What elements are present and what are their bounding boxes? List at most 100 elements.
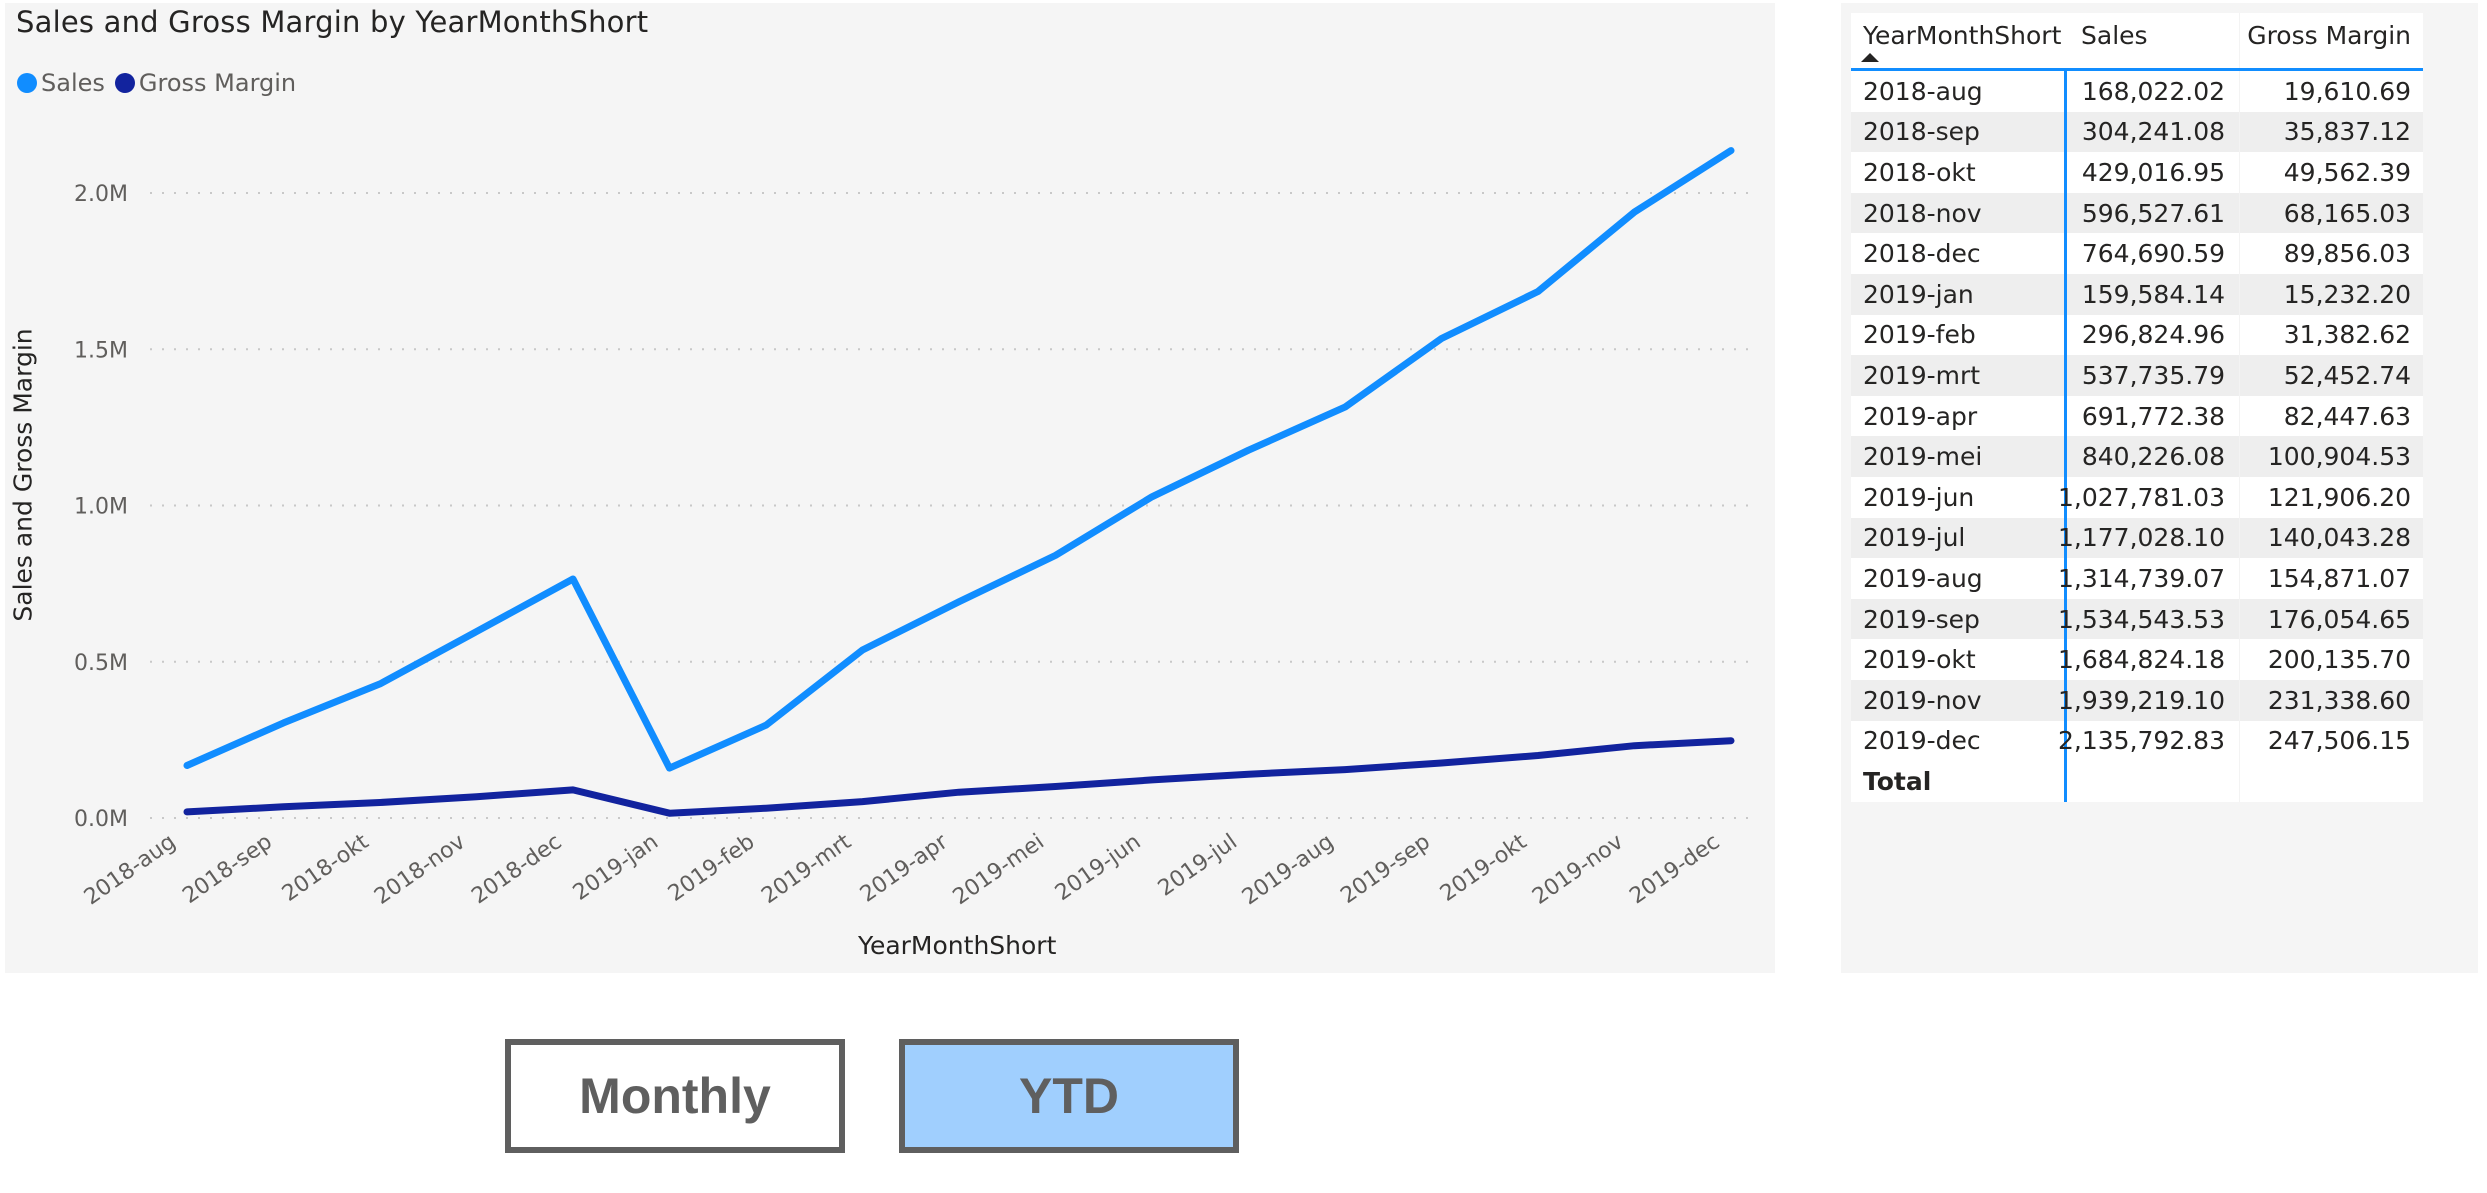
cell-yearmonthshort: 2019-dec	[1851, 720, 2067, 762]
x-tick-label: 2019-apr	[856, 829, 953, 908]
y-tick-label: 0.5M	[74, 651, 128, 676]
total-label: Total	[1851, 761, 2067, 802]
series-line-sales[interactable]	[183, 147, 1735, 772]
y-tick-label: 1.5M	[74, 338, 128, 363]
cell-yearmonthshort: 2019-jan	[1851, 273, 2067, 315]
cell-sales: 304,241.08	[2067, 111, 2240, 153]
cell-gross-margin: 176,054.65	[2267, 604, 2411, 634]
table-row[interactable]: 2018-okt 429,016.95 49,562.39	[1851, 152, 2423, 193]
cell-gross-margin: 231,338.60	[2267, 685, 2411, 715]
x-tick-label: 2018-sep	[178, 829, 277, 908]
table-row[interactable]: 2019-nov 1,939,219.10 231,338.60	[1851, 679, 2423, 721]
cell-sales: 168,022.02	[2067, 71, 2240, 112]
monthly-button[interactable]: Monthly	[505, 1039, 845, 1153]
cell-yearmonthshort: 2018-sep	[1851, 111, 2067, 153]
table-visual: YearMonthShort Sales Gross Margin 2018-a…	[1841, 3, 2478, 973]
x-tick-label: 2019-okt	[1436, 829, 1532, 907]
cell-yearmonthshort: 2019-jul	[1851, 517, 2067, 559]
x-tick-label: 2018-okt	[278, 829, 374, 907]
cell-yearmonthshort: 2019-feb	[1851, 314, 2067, 356]
cell-yearmonthshort: 2019-mei	[1851, 436, 2067, 477]
cell-gross-margin: 89,856.03	[2283, 239, 2411, 269]
cell-gross-margin: 100,904.53	[2267, 442, 2411, 472]
cell-gross-margin: 121,906.20	[2267, 482, 2411, 512]
table-row[interactable]: 2019-jul 1,177,028.10 140,043.28	[1851, 517, 2423, 559]
x-tick-label: 2018-nov	[370, 829, 470, 909]
cell-sales: 691,772.38	[2067, 395, 2240, 437]
cell-gross-margin: 31,382.62	[2283, 320, 2411, 350]
legend-item-gross-margin[interactable]: Gross Margin	[114, 69, 297, 97]
table-row[interactable]: 2019-dec 2,135,792.83 247,506.15	[1851, 720, 2423, 762]
series-line-gross-margin[interactable]	[183, 737, 1735, 817]
y-tick-label: 0.0M	[74, 807, 128, 832]
cell-sales: 596,527.61	[2067, 192, 2240, 234]
cell-gross-margin: 68,165.03	[2283, 198, 2411, 228]
cell-gross-margin: 19,610.69	[2283, 76, 2411, 106]
y-tick-label: 1.0M	[74, 495, 128, 520]
cell-yearmonthshort: 2019-sep	[1851, 598, 2067, 640]
table-row[interactable]: 2018-dec 764,690.59 89,856.03	[1851, 233, 2423, 274]
column-header-label: Sales	[2081, 21, 2148, 50]
cell-gross-margin: 49,562.39	[2283, 157, 2411, 187]
x-tick-label: 2019-nov	[1528, 829, 1628, 909]
cell-sales: 1,027,781.03	[2058, 476, 2240, 518]
y-tick-label: 2.0M	[74, 182, 128, 207]
cell-yearmonthshort: 2019-nov	[1851, 679, 2067, 721]
sort-ascending-icon[interactable]	[1861, 53, 1879, 62]
chart-legend: Sales Gross Margin	[17, 69, 306, 97]
legend-dot-icon	[17, 73, 37, 93]
cell-yearmonthshort: 2019-aug	[1851, 558, 2067, 599]
x-tick-label: 2019-feb	[664, 829, 760, 906]
cell-gross-margin: 82,447.63	[2283, 401, 2411, 431]
cell-sales: 2,135,792.83	[2058, 720, 2240, 762]
cell-gross-margin: 140,043.28	[2267, 523, 2411, 553]
table-row[interactable]: 2019-okt 1,684,824.18 200,135.70	[1851, 639, 2423, 680]
ytd-button[interactable]: YTD	[899, 1039, 1239, 1153]
cell-yearmonthshort: 2019-jun	[1851, 476, 2067, 518]
cell-sales: 1,314,739.07	[2058, 558, 2240, 599]
legend-label: Gross Margin	[138, 69, 297, 97]
table-row[interactable]: 2019-jun 1,027,781.03 121,906.20	[1851, 476, 2423, 518]
table-total-row: Total	[1851, 761, 2423, 802]
cell-gross-margin: 247,506.15	[2267, 726, 2411, 756]
x-tick-label: 2019-mrt	[757, 829, 856, 909]
column-header-gross-margin[interactable]: Gross Margin	[2240, 13, 2423, 68]
legend-dot-icon	[114, 73, 135, 93]
x-tick-label: 2019-jun	[1051, 829, 1146, 906]
table-row[interactable]: 2019-mei 840,226.08 100,904.53	[1851, 436, 2423, 477]
cell-sales: 159,584.14	[2067, 273, 2240, 315]
cell-gross-margin: 200,135.70	[2267, 645, 2411, 675]
x-tick-label: 2019-jul	[1154, 829, 1242, 901]
table-row[interactable]: 2019-jan 159,584.14 15,232.20	[1851, 273, 2423, 315]
cell-yearmonthshort: 2018-aug	[1851, 71, 2067, 112]
cell-sales: 1,684,824.18	[2058, 639, 2240, 680]
cell-sales: 840,226.08	[2067, 436, 2240, 477]
table-row[interactable]: 2019-mrt 537,735.79 52,452.74	[1851, 355, 2423, 396]
table-row[interactable]: 2019-sep 1,534,543.53 176,054.65	[1851, 598, 2423, 640]
cell-gross-margin: 15,232.20	[2283, 279, 2411, 309]
column-header-yearmonthshort[interactable]: YearMonthShort	[1851, 13, 2067, 68]
cell-yearmonthshort: 2019-apr	[1851, 395, 2067, 437]
chart-title: Sales and Gross Margin by YearMonthShort	[16, 5, 649, 39]
cell-yearmonthshort: 2018-nov	[1851, 192, 2067, 234]
table-row[interactable]: 2018-sep 304,241.08 35,837.12	[1851, 111, 2423, 153]
cell-yearmonthshort: 2019-mrt	[1851, 355, 2067, 396]
table-row[interactable]: 2018-aug 168,022.02 19,610.69	[1851, 71, 2423, 112]
column-header-sales[interactable]: Sales	[2067, 13, 2240, 68]
column-header-label: YearMonthShort	[1863, 21, 2062, 50]
cell-sales: 296,824.96	[2067, 314, 2240, 356]
legend-item-sales[interactable]: Sales	[17, 69, 105, 97]
line-chart-visual[interactable]: Sales and Gross Margin by YearMonthShort…	[5, 3, 1775, 973]
table-row[interactable]: 2018-nov 596,527.61 68,165.03	[1851, 192, 2423, 234]
table-row[interactable]: 2019-feb 296,824.96 31,382.62	[1851, 314, 2423, 356]
table-row[interactable]: 2019-aug 1,314,739.07 154,871.07	[1851, 558, 2423, 599]
table-row[interactable]: 2019-apr 691,772.38 82,447.63	[1851, 395, 2423, 437]
cell-sales: 764,690.59	[2067, 233, 2240, 274]
x-tick-label: 2019-mei	[949, 829, 1049, 910]
total-gross-margin	[2240, 761, 2423, 802]
cell-gross-margin: 154,871.07	[2267, 563, 2411, 593]
cell-sales: 1,534,543.53	[2058, 598, 2240, 640]
legend-label: Sales	[41, 69, 105, 97]
data-table: YearMonthShort Sales Gross Margin 2018-a…	[1851, 13, 2423, 802]
